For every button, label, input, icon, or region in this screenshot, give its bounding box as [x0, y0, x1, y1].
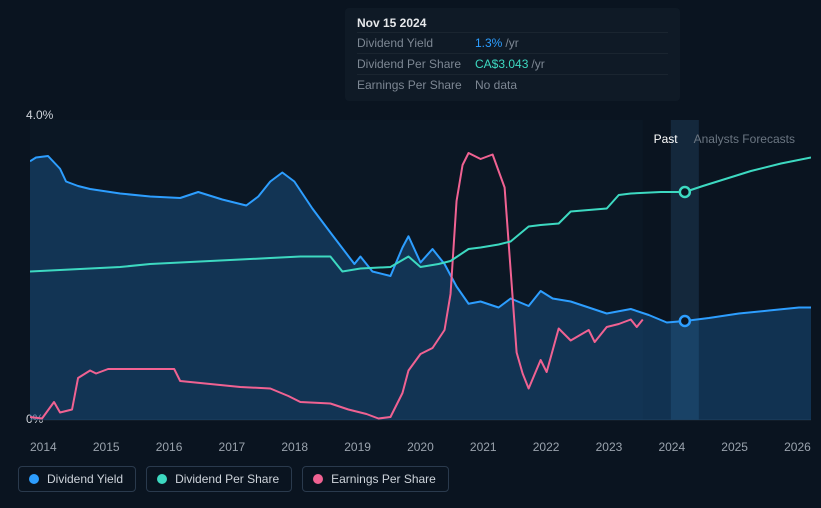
- x-axis-tick: 2018: [281, 440, 308, 460]
- x-axis-tick: 2016: [156, 440, 183, 460]
- x-axis-tick: 2022: [533, 440, 560, 460]
- legend-item[interactable]: Dividend Yield: [18, 466, 136, 492]
- legend-label: Dividend Per Share: [175, 472, 279, 486]
- x-axis: 2014 2015 2016 2017 2018 2019 2020 2021 2022 2023…: [30, 440, 811, 460]
- x-axis-tick: 2020: [407, 440, 434, 460]
- legend: Dividend Yield Dividend Per Share Earnings…: [18, 466, 449, 492]
- x-axis-tick: 2014: [30, 440, 57, 460]
- legend-label: Dividend Yield: [47, 472, 123, 486]
- period-labels: Past Analysts Forecasts: [654, 132, 795, 146]
- tooltip-date: Nov 15 2024: [357, 14, 668, 32]
- tooltip-row: Earnings Per ShareNo data: [357, 74, 668, 95]
- x-axis-tick: 2023: [596, 440, 623, 460]
- x-axis-tick: 2019: [344, 440, 371, 460]
- chart-tooltip: Nov 15 2024 Dividend Yield1.3%/yrDividen…: [345, 8, 680, 101]
- x-axis-tick: 2021: [470, 440, 497, 460]
- legend-dot-icon: [157, 474, 167, 484]
- tooltip-row: Dividend Per ShareCA$3.043/yr: [357, 53, 668, 74]
- legend-item[interactable]: Earnings Per Share: [302, 466, 449, 492]
- tooltip-metric-label: Dividend Per Share: [357, 57, 475, 71]
- period-forecast-label: Analysts Forecasts: [694, 132, 795, 146]
- tooltip-metric-label: Dividend Yield: [357, 36, 475, 50]
- legend-dot-icon: [29, 474, 39, 484]
- tooltip-metric-value: No data: [475, 78, 517, 92]
- chart-container: Past Analysts Forecasts 4.0% 0% 20142015…: [0, 100, 821, 460]
- tooltip-metric-unit: /yr: [505, 36, 518, 50]
- legend-label: Earnings Per Share: [331, 472, 436, 486]
- x-axis-tick: 2024: [658, 440, 685, 460]
- legend-item[interactable]: Dividend Per Share: [146, 466, 292, 492]
- tooltip-metric-unit: /yr: [531, 57, 544, 71]
- tooltip-row: Dividend Yield1.3%/yr: [357, 32, 668, 53]
- x-axis-tick: 2015: [93, 440, 120, 460]
- tooltip-metric-value: CA$3.043: [475, 57, 528, 71]
- tooltip-metric-label: Earnings Per Share: [357, 78, 475, 92]
- x-axis-tick: 2025: [721, 440, 748, 460]
- x-axis-tick: 2026: [784, 440, 811, 460]
- chart-plot: [30, 120, 811, 440]
- legend-dot-icon: [313, 474, 323, 484]
- tooltip-metric-value: 1.3%: [475, 36, 502, 50]
- x-axis-tick: 2017: [219, 440, 246, 460]
- period-past-label: Past: [654, 132, 678, 146]
